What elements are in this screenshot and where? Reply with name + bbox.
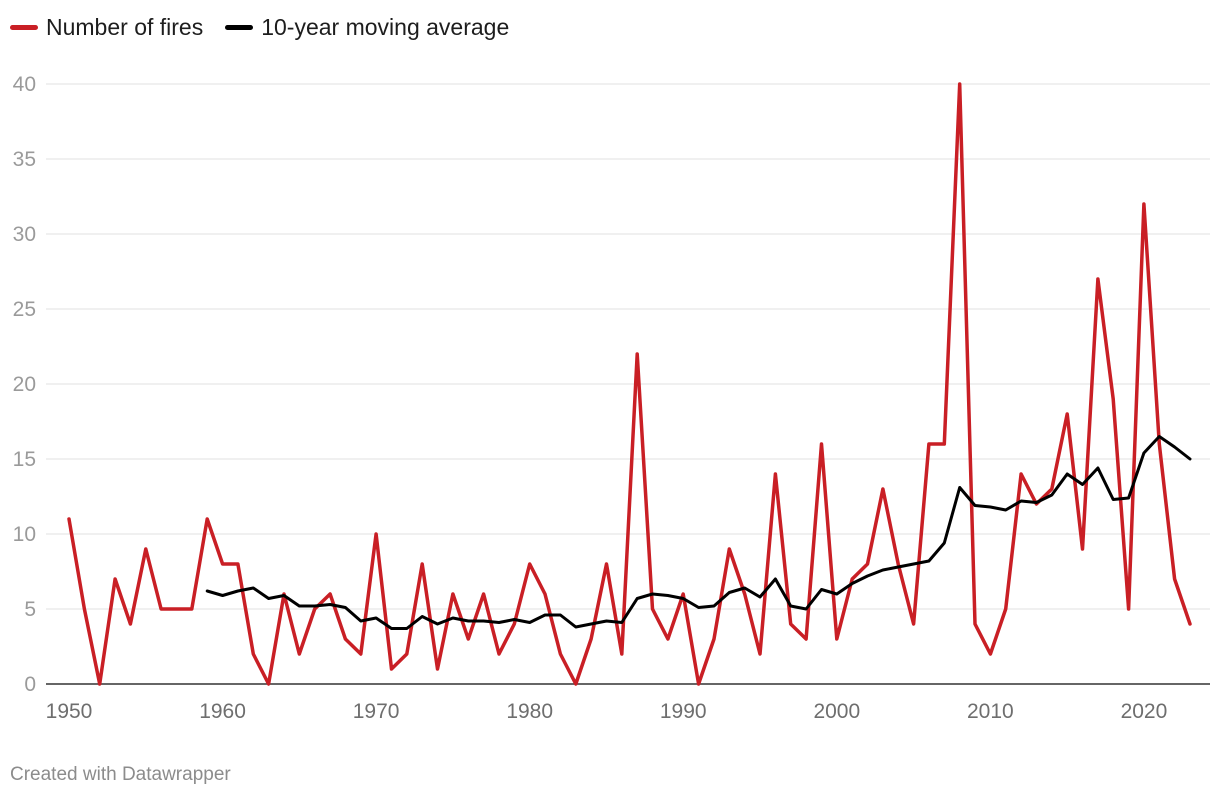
x-axis: 1950 1960 1970 1980 1990 2000 2010 2020 [46,700,1168,723]
gridlines [46,83,1210,685]
x-tick-label-1980: 1980 [506,700,553,723]
y-tick-label-30: 30 [13,223,36,246]
y-axis: 0 5 10 15 20 25 30 35 40 [13,73,36,696]
series-lines [67,82,1192,686]
credit-footer: Created with Datawrapper [10,764,231,785]
series-line-number-of-fires [67,82,1192,686]
line-chart: 0 5 10 15 20 25 30 35 40 1950 1960 1970 1980 1990 200… [13,73,1210,723]
legend-item-moving-average: 10-year moving average [225,14,509,41]
x-tick-label-2010: 2010 [967,700,1014,723]
y-tick-label-35: 35 [13,148,36,171]
chart-legend: Number of fires 10-year moving average [10,14,509,41]
x-tick-label-1990: 1990 [660,700,707,723]
legend-item-fires: Number of fires [10,14,203,41]
legend-swatch-moving-average [225,25,254,30]
y-tick-label-40: 40 [13,73,36,96]
legend-label-moving-average: 10-year moving average [261,14,510,40]
legend-swatch-fires [10,25,38,30]
y-tick-label-10: 10 [13,523,36,546]
x-tick-label-1960: 1960 [199,700,246,723]
x-tick-label-2020: 2020 [1121,700,1168,723]
y-tick-label-15: 15 [13,448,36,471]
y-tick-label-5: 5 [24,598,36,621]
x-tick-label-1950: 1950 [46,700,93,723]
x-tick-label-1970: 1970 [353,700,400,723]
series-line-moving-average [205,435,1192,630]
y-tick-label-0: 0 [24,673,36,696]
y-tick-label-20: 20 [13,373,36,396]
legend-label-fires: Number of fires [46,14,204,40]
y-tick-label-25: 25 [13,298,36,321]
x-tick-label-2000: 2000 [813,700,860,723]
